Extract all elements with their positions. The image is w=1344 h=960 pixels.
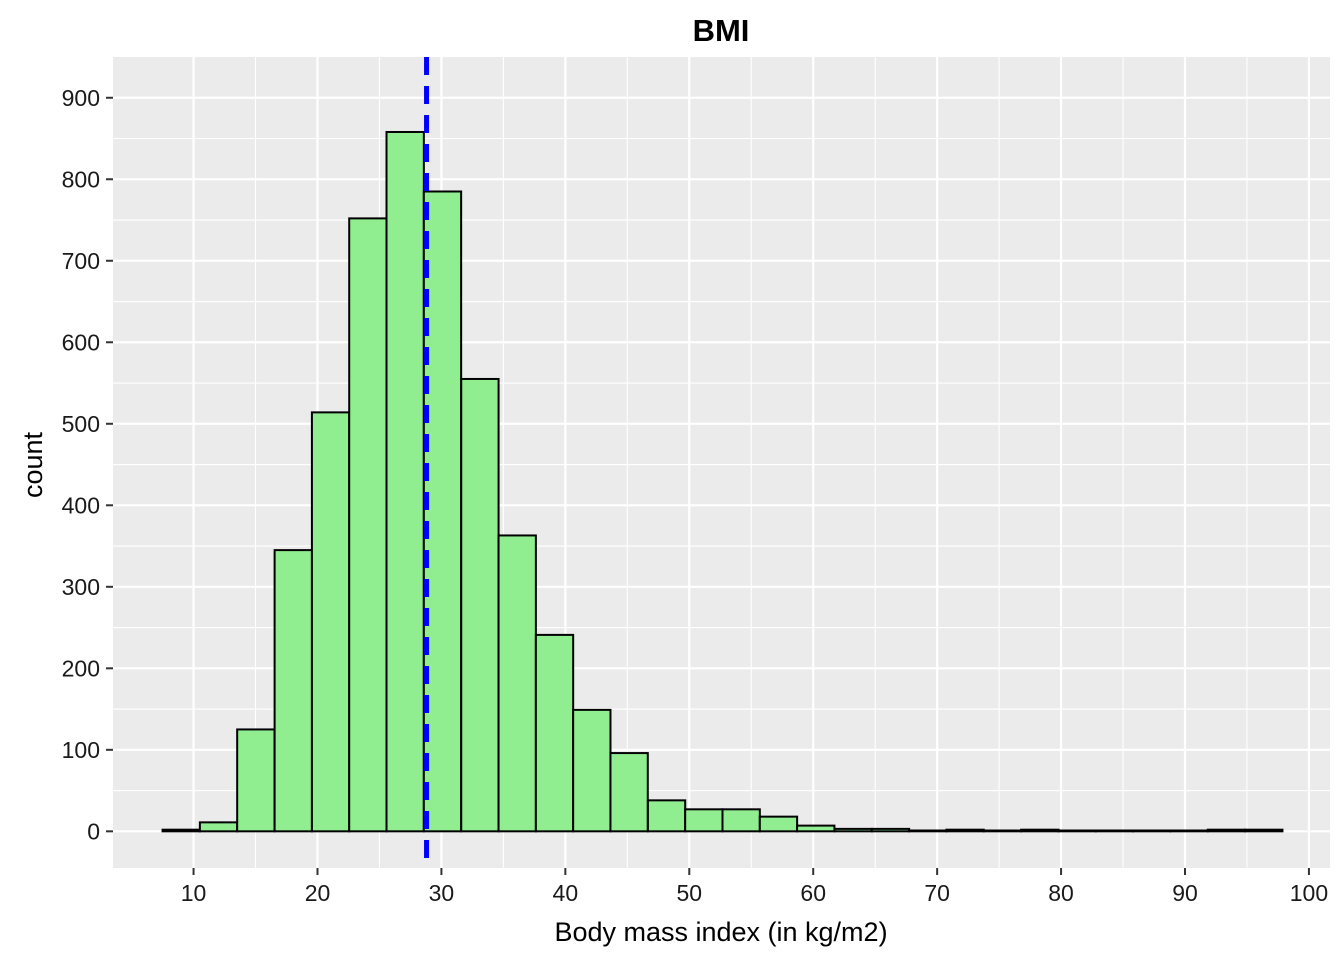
- x-tick-label: 10: [181, 880, 207, 906]
- histogram-bar: [684, 808, 724, 833]
- histogram-bar: [908, 829, 948, 833]
- x-tick-label: 60: [800, 880, 826, 906]
- histogram-bar: [1206, 828, 1247, 833]
- x-tick-label: 50: [676, 880, 702, 906]
- histogram-bar: [348, 217, 388, 833]
- histogram-bar: [422, 190, 463, 833]
- histogram-bar: [310, 411, 351, 833]
- y-tick-label: 700: [62, 248, 100, 274]
- x-axis: 10 20 30 40 50 60 70 80 90 100: [181, 868, 1328, 906]
- x-tick-label: 40: [553, 880, 579, 906]
- histogram-bar: [1020, 828, 1060, 833]
- x-tick-label: 100: [1290, 880, 1328, 906]
- histogram-bar: [1132, 829, 1172, 833]
- x-axis-title: Body mass index (in kg/m2): [554, 917, 887, 947]
- x-tick-label: 80: [1048, 880, 1074, 906]
- histogram-bar: [198, 821, 239, 833]
- x-tick-label: 90: [1172, 880, 1198, 906]
- histogram-bars: [161, 130, 1284, 833]
- chart-title: BMI: [693, 13, 750, 48]
- histogram-bar: [236, 728, 276, 833]
- histogram-bar: [534, 633, 575, 833]
- y-tick-label: 900: [62, 85, 100, 111]
- y-tick-label: 300: [62, 574, 100, 600]
- y-axis-title: count: [18, 431, 48, 498]
- histogram-bar: [1057, 829, 1097, 833]
- y-tick-label: 800: [62, 166, 100, 192]
- y-tick-label: 100: [62, 737, 100, 763]
- histogram-bar: [982, 829, 1023, 833]
- histogram-bar: [870, 827, 911, 833]
- histogram-bar: [161, 828, 201, 833]
- x-tick-label: 20: [305, 880, 331, 906]
- histogram-bar: [385, 130, 425, 833]
- histogram-bar: [945, 828, 985, 833]
- histogram-bar: [796, 824, 836, 833]
- histogram-bar: [1169, 829, 1209, 833]
- y-axis: 0 100 200 300 400 500 600 700 800 900: [62, 85, 113, 844]
- x-tick-label: 70: [924, 880, 950, 906]
- grid-minor: [113, 57, 1330, 868]
- y-tick-label: 200: [62, 655, 100, 681]
- x-tick-label: 30: [429, 880, 455, 906]
- histogram-bar: [1244, 828, 1284, 833]
- histogram-bar: [833, 827, 873, 833]
- histogram-bar: [273, 549, 313, 833]
- histogram-bar: [497, 534, 537, 833]
- y-tick-label: 500: [62, 411, 100, 437]
- histogram-bar: [1094, 829, 1135, 833]
- histogram-bar: [609, 752, 649, 833]
- histogram-bar: [758, 815, 799, 833]
- histogram-bar: [572, 708, 612, 833]
- histogram-bar: [460, 377, 500, 833]
- histogram-bar: [721, 808, 761, 833]
- y-tick-label: 600: [62, 329, 100, 355]
- y-tick-label: 400: [62, 492, 100, 518]
- histogram-bar: [646, 799, 687, 833]
- y-tick-label: 0: [87, 818, 100, 844]
